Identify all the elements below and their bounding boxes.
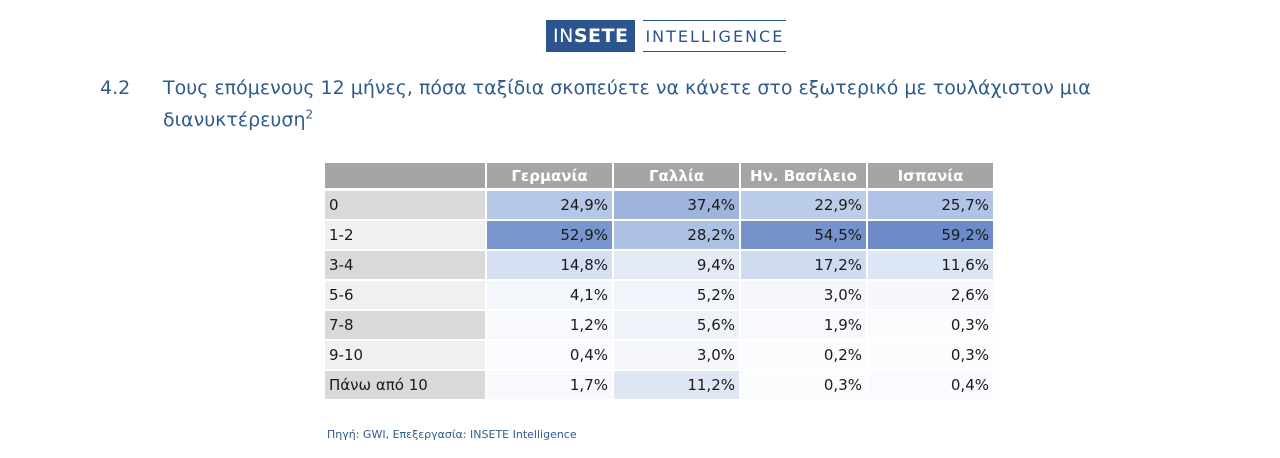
table-cell: 0,3% [868, 311, 993, 341]
table-cell: 0,3% [741, 371, 866, 401]
table-cell: 54,5% [741, 221, 866, 251]
header-corner [325, 163, 485, 191]
row-label: 9-10 [325, 341, 485, 371]
table-cell: 1,9% [741, 311, 866, 341]
table-cell: 2,6% [868, 281, 993, 311]
table-cell: 22,9% [741, 191, 866, 221]
table-cell: 59,2% [868, 221, 993, 251]
section-number: 4.2 [100, 77, 131, 99]
row-label: 3-4 [325, 251, 485, 281]
table-cell: 5,6% [614, 311, 739, 341]
table-row: 3-4 14,8% 9,4% 17,2% 11,6% [325, 251, 993, 281]
table-cell: 3,0% [741, 281, 866, 311]
table-cell: 25,7% [868, 191, 993, 221]
row-label: Πάνω από 10 [325, 371, 485, 401]
table-row: 0 24,9% 37,4% 22,9% 25,7% [325, 191, 993, 221]
section-title-text: Τους επόμενους 12 μήνες, πόσα ταξίδια σκ… [163, 77, 1091, 131]
table-cell: 24,9% [487, 191, 612, 221]
table-cell: 0,2% [741, 341, 866, 371]
table-cell: 0,4% [868, 371, 993, 401]
row-label: 5-6 [325, 281, 485, 311]
logo-mark: INSETE [546, 20, 636, 52]
footnote-ref: 2 [305, 107, 314, 122]
section-heading: 4.2 Τους επόμενους 12 μήνες, πόσα ταξίδι… [100, 72, 1200, 136]
row-label: 1-2 [325, 221, 485, 251]
table-row: 5-6 4,1% 5,2% 3,0% 2,6% [325, 281, 993, 311]
table-row: 7-8 1,2% 5,6% 1,9% 0,3% [325, 311, 993, 341]
column-header: Γαλλία [614, 163, 739, 191]
column-header: Ισπανία [868, 163, 993, 191]
table-cell: 0,4% [487, 341, 612, 371]
table-cell: 28,2% [614, 221, 739, 251]
table-cell: 11,6% [868, 251, 993, 281]
column-header: Ην. Βασίλειο [741, 163, 866, 191]
logo-text-sete: SETE [573, 25, 629, 47]
table-cell: 0,3% [868, 341, 993, 371]
table-cell: 9,4% [614, 251, 739, 281]
table-cell: 11,2% [614, 371, 739, 401]
table-cell: 17,2% [741, 251, 866, 281]
table-cell: 4,1% [487, 281, 612, 311]
table-cell: 14,8% [487, 251, 612, 281]
table-cell: 52,9% [487, 221, 612, 251]
logo-text-in: IN [553, 25, 574, 47]
section-title: Τους επόμενους 12 μήνες, πόσα ταξίδια σκ… [163, 72, 1200, 136]
table-cell: 5,2% [614, 281, 739, 311]
row-label: 0 [325, 191, 485, 221]
column-header: Γερμανία [487, 163, 612, 191]
table-cell: 3,0% [614, 341, 739, 371]
insete-logo: INSETE INTELLIGENCE [546, 20, 787, 52]
table-row: 9-10 0,4% 3,0% 0,2% 0,3% [325, 341, 993, 371]
table-row: 1-2 52,9% 28,2% 54,5% 59,2% [325, 221, 993, 251]
table-cell: 1,7% [487, 371, 612, 401]
trips-table: Γερμανία Γαλλία Ην. Βασίλειο Ισπανία 0 24… [323, 163, 995, 401]
table-row: Πάνω από 10 1,7% 11,2% 0,3% 0,4% [325, 371, 993, 401]
row-label: 7-8 [325, 311, 485, 341]
source-note: Πηγή: GWI, Επεξεργασία: INSETE Intellige… [327, 428, 577, 441]
table-cell: 37,4% [614, 191, 739, 221]
table-header-row: Γερμανία Γαλλία Ην. Βασίλειο Ισπανία [325, 163, 993, 191]
table-cell: 1,2% [487, 311, 612, 341]
logo-intelligence: INTELLIGENCE [643, 20, 787, 52]
